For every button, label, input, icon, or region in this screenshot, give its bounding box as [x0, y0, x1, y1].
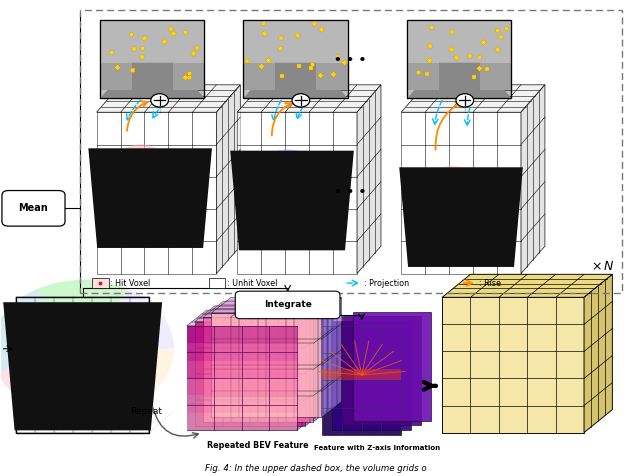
Text: Repeated BEV Feature: Repeated BEV Feature [207, 441, 308, 450]
Polygon shape [186, 361, 297, 378]
Wedge shape [37, 280, 128, 349]
Text: • • •: • • • [334, 187, 367, 199]
Text: • • •: • • • [334, 53, 367, 67]
Text: Mean: Mean [18, 203, 49, 213]
Polygon shape [332, 321, 411, 430]
Text: Fig. 4: In the upper dashed box, the volume grids o: Fig. 4: In the upper dashed box, the vol… [205, 464, 427, 473]
Polygon shape [401, 112, 521, 274]
Polygon shape [243, 63, 275, 90]
Polygon shape [203, 317, 313, 422]
Polygon shape [401, 85, 545, 112]
Polygon shape [186, 326, 297, 343]
Text: Integrate: Integrate [264, 300, 312, 309]
Polygon shape [211, 313, 322, 417]
Polygon shape [88, 149, 212, 248]
Polygon shape [322, 326, 401, 435]
FancyBboxPatch shape [209, 278, 226, 288]
Polygon shape [216, 85, 240, 274]
Polygon shape [408, 63, 439, 90]
Polygon shape [186, 326, 297, 430]
Polygon shape [322, 298, 341, 417]
Ellipse shape [258, 149, 317, 208]
Polygon shape [97, 85, 240, 112]
Polygon shape [230, 151, 354, 250]
Polygon shape [305, 306, 325, 426]
Polygon shape [100, 63, 131, 90]
Polygon shape [357, 85, 381, 274]
Polygon shape [3, 302, 162, 430]
Polygon shape [297, 310, 317, 430]
Polygon shape [237, 85, 381, 112]
Polygon shape [322, 369, 401, 380]
Wedge shape [83, 349, 174, 416]
Polygon shape [186, 396, 297, 413]
Polygon shape [316, 63, 348, 90]
Wedge shape [0, 289, 83, 372]
Circle shape [456, 94, 473, 107]
Polygon shape [100, 63, 204, 98]
Polygon shape [408, 20, 511, 63]
Text: : Unhit Voxel: : Unhit Voxel [227, 278, 277, 288]
Polygon shape [195, 306, 325, 321]
Polygon shape [243, 20, 348, 63]
Polygon shape [243, 63, 348, 98]
Text: Feature with Z-axis Information: Feature with Z-axis Information [315, 446, 441, 451]
Polygon shape [97, 112, 216, 274]
FancyBboxPatch shape [2, 190, 65, 226]
Polygon shape [408, 63, 511, 98]
Polygon shape [211, 298, 341, 313]
Polygon shape [100, 20, 204, 63]
Polygon shape [313, 302, 333, 422]
Polygon shape [243, 20, 348, 98]
Polygon shape [343, 317, 422, 426]
Polygon shape [186, 413, 297, 430]
Polygon shape [353, 312, 432, 421]
Polygon shape [173, 63, 204, 90]
Polygon shape [203, 302, 333, 317]
Ellipse shape [422, 166, 482, 225]
Text: : Rise: : Rise [478, 278, 501, 288]
Polygon shape [584, 274, 612, 433]
Polygon shape [442, 274, 612, 298]
Circle shape [151, 94, 169, 107]
Polygon shape [408, 20, 511, 98]
Polygon shape [442, 298, 584, 433]
Polygon shape [480, 63, 511, 90]
Polygon shape [521, 85, 545, 274]
FancyBboxPatch shape [92, 278, 109, 288]
Polygon shape [399, 167, 523, 267]
Polygon shape [186, 343, 297, 361]
Circle shape [292, 94, 310, 107]
Text: : Hit Voxel: : Hit Voxel [110, 278, 150, 288]
Ellipse shape [111, 144, 171, 204]
Wedge shape [83, 289, 174, 349]
Text: : Projection: : Projection [364, 278, 409, 288]
Wedge shape [0, 349, 99, 417]
Text: Repeat: Repeat [130, 407, 162, 416]
Polygon shape [186, 310, 317, 326]
Polygon shape [100, 20, 204, 98]
FancyBboxPatch shape [235, 291, 340, 319]
Polygon shape [195, 321, 305, 426]
Polygon shape [237, 112, 357, 274]
Polygon shape [186, 378, 297, 396]
Text: $\times\,N$: $\times\,N$ [590, 260, 614, 273]
